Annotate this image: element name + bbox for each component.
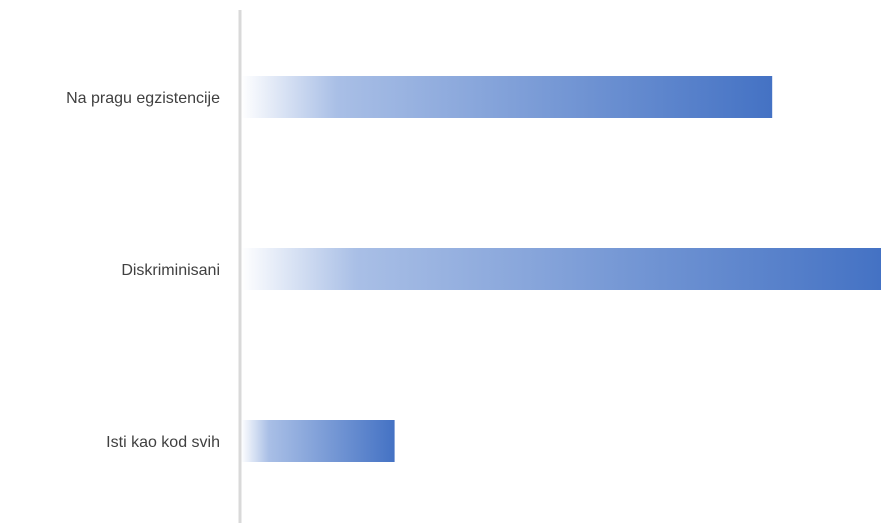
bars-layer xyxy=(241,76,881,462)
category-labels: Na pragu egzistencije Diskriminisani Isti … xyxy=(66,90,220,451)
category-label-0: Na pragu egzistencije xyxy=(66,90,220,107)
bar-0 xyxy=(241,76,773,118)
category-label-2: Isti kao kod svih xyxy=(106,434,220,451)
bar-2 xyxy=(241,420,395,462)
bar-1 xyxy=(241,248,881,290)
category-label-1: Diskriminisani xyxy=(121,262,220,279)
